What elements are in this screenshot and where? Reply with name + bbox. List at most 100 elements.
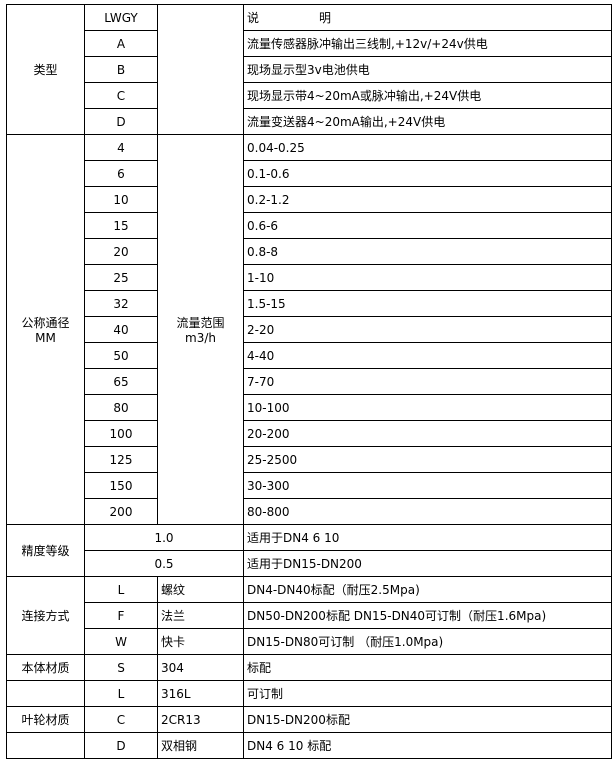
flow-range: 20-200 (243, 420, 612, 447)
impeller-material-label: 叶轮材质 (6, 706, 85, 733)
accuracy-grade: 0.5 (84, 550, 244, 577)
diameter-dn: 200 (84, 498, 158, 525)
body-material-label: 本体材质 (6, 654, 85, 681)
diameter-dn: 15 (84, 212, 158, 239)
header-row: 类型 LWGY 说明 (6, 4, 612, 135)
diameter-label-1: 公称通径 (21, 316, 70, 330)
connection-desc: DN4-DN40标配（耐压2.5Mpa) (243, 576, 612, 603)
type-desc: 现场显示型3v电池供电 (243, 56, 612, 83)
diameter-label-2: MM (35, 331, 56, 345)
type-code: D (84, 108, 158, 135)
type-code: C (84, 82, 158, 109)
diameter-dn: 20 (84, 238, 158, 265)
material-code: C (84, 706, 158, 733)
connection-code: W (84, 628, 158, 655)
diameter-dn: 100 (84, 420, 158, 447)
type-row: A 流量传感器脉冲输出三线制,+12v/+24v供电 (7, 30, 612, 57)
connection-name: 螺纹 (157, 576, 244, 603)
type-desc: 流量传感器脉冲输出三线制,+12v/+24v供电 (243, 30, 612, 57)
impeller-material-row: 叶轮材质 C 2CR13 DN15-DN200标配 (6, 706, 612, 733)
material-name: 304 (157, 654, 244, 681)
type-row: B 现场显示型3v电池供电 (7, 56, 612, 83)
accuracy-row: 精度等级 1.0 适用于DN4 6 10 (6, 524, 612, 577)
material-name: 316L (157, 680, 244, 707)
material-desc: DN15-DN200标配 (243, 706, 612, 733)
impeller-material-label (6, 732, 85, 759)
flow-range: 1.5-15 (243, 290, 612, 317)
connection-row: 连接方式 L 螺纹 DN4-DN40标配（耐压2.5Mpa) (6, 576, 612, 655)
flow-range-label-1: 流量范围 (176, 316, 225, 330)
diameter-dn: 4 (84, 134, 158, 161)
flow-range: 25-2500 (243, 446, 612, 473)
type-row: C 现场显示带4~20mA或脉冲输出,+24V供电 (7, 82, 612, 109)
diameter-row: 20 0.8-8 (7, 238, 612, 265)
accuracy-row: 0.5 适用于DN15-DN200 (7, 550, 612, 577)
material-code: D (84, 732, 158, 759)
diameter-row: 10 0.2-1.2 (7, 186, 612, 213)
diameter-dn: 150 (84, 472, 158, 499)
connection-desc: DN15-DN80可订制 （耐压1.0Mpa) (243, 628, 612, 655)
diameter-row: 40 2-20 (7, 316, 612, 343)
flow-range-label-2: m3/h (185, 331, 216, 345)
flow-range-label: 流量范围 m3/h (157, 134, 244, 525)
connection-code: F (84, 602, 158, 629)
model-selection-table: 类型 LWGY 说明 A 流量传感器脉冲输出三线制,+12v/+24v供电 B 现场显… (6, 4, 612, 759)
flow-range: 10-100 (243, 394, 612, 421)
material-code: S (84, 654, 158, 681)
diameter-row: 150 30-300 (7, 472, 612, 499)
diameter-row: 125 25-2500 (7, 446, 612, 473)
body-material-row: L 316L 可订制 (6, 680, 612, 707)
flow-range: 0.04-0.25 (243, 134, 612, 161)
flow-range: 0.2-1.2 (243, 186, 612, 213)
accuracy-grade: 1.0 (84, 524, 244, 551)
connection-desc: DN50-DN200标配 DN15-DN40可订制（耐压1.6Mpa) (243, 602, 612, 629)
connection-row: F 法兰 DN50-DN200标配 DN15-DN40可订制（耐压1.6Mpa) (7, 602, 612, 629)
diameter-dn: 65 (84, 368, 158, 395)
flow-range: 7-70 (243, 368, 612, 395)
diameter-dn: 10 (84, 186, 158, 213)
accuracy-label: 精度等级 (6, 524, 85, 577)
flow-range: 2-20 (243, 316, 612, 343)
connection-row: W 快卡 DN15-DN80可订制 （耐压1.0Mpa) (7, 628, 612, 655)
diameter-row: 100 20-200 (7, 420, 612, 447)
diameter-dn: 50 (84, 342, 158, 369)
material-code: L (84, 680, 158, 707)
diameter-row: 65 7-70 (7, 368, 612, 395)
diameter-row: 公称通径 MM 4 流量范围 m3/h 0.04-0.25 (6, 134, 612, 525)
flow-range: 1-10 (243, 264, 612, 291)
type-label: 类型 (6, 4, 85, 135)
diameter-dn: 32 (84, 290, 158, 317)
flow-range: 80-800 (243, 498, 612, 525)
diameter-dn: 6 (84, 160, 158, 187)
accuracy-desc: 适用于DN15-DN200 (243, 550, 612, 577)
diameter-label: 公称通径 MM (6, 134, 85, 525)
header-desc: 说明 (243, 4, 612, 31)
header-code: LWGY (84, 4, 158, 31)
flow-range: 4-40 (243, 342, 612, 369)
diameter-dn: 25 (84, 264, 158, 291)
diameter-row: 80 10-100 (7, 394, 612, 421)
diameter-row: 15 0.6-6 (7, 212, 612, 239)
diameter-row: 200 80-800 (7, 498, 612, 525)
type-code: A (84, 30, 158, 57)
type-desc: 流量变送器4~20mA输出,+24V供电 (243, 108, 612, 135)
connection-label: 连接方式 (6, 576, 85, 655)
type-desc: 现场显示带4~20mA或脉冲输出,+24V供电 (243, 82, 612, 109)
material-name: 2CR13 (157, 706, 244, 733)
flow-range: 0.1-0.6 (243, 160, 612, 187)
flow-range: 0.6-6 (243, 212, 612, 239)
connection-name: 快卡 (157, 628, 244, 655)
connection-name: 法兰 (157, 602, 244, 629)
diameter-row: 6 0.1-0.6 (7, 160, 612, 187)
type-code: B (84, 56, 158, 83)
diameter-row: 50 4-40 (7, 342, 612, 369)
flow-range: 30-300 (243, 472, 612, 499)
body-material-row: 本体材质 S 304 标配 (6, 654, 612, 681)
material-desc: 标配 (243, 654, 612, 681)
diameter-row: 32 1.5-15 (7, 290, 612, 317)
flow-range: 0.8-8 (243, 238, 612, 265)
material-name: 双相钢 (157, 732, 244, 759)
accuracy-desc: 适用于DN4 6 10 (243, 524, 612, 551)
material-desc: 可订制 (243, 680, 612, 707)
impeller-material-row: D 双相钢 DN4 6 10 标配 (6, 732, 612, 759)
